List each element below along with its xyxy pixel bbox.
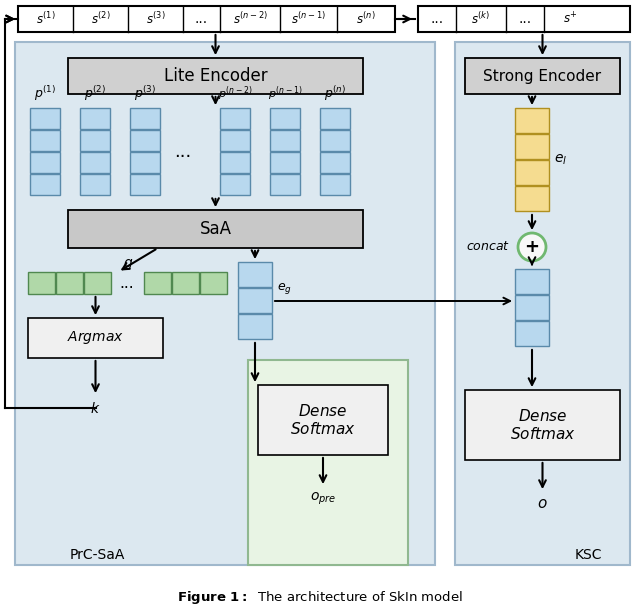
Text: $s^{+}$: $s^{+}$ xyxy=(563,11,577,26)
Text: $s^{(3)}$: $s^{(3)}$ xyxy=(146,11,165,27)
Bar xyxy=(515,186,549,211)
Bar xyxy=(130,174,160,195)
Text: KSC: KSC xyxy=(575,548,602,562)
Text: $p^{(n)}$: $p^{(n)}$ xyxy=(324,84,346,103)
Text: Strong Encoder: Strong Encoder xyxy=(483,69,602,84)
Text: $Argmax$: $Argmax$ xyxy=(67,330,124,346)
Bar xyxy=(56,272,83,294)
Bar xyxy=(68,210,363,248)
Text: ...: ... xyxy=(120,276,134,290)
Bar xyxy=(455,42,630,565)
Text: $p^{(3)}$: $p^{(3)}$ xyxy=(134,84,156,103)
Bar xyxy=(270,174,300,195)
Bar xyxy=(200,272,227,294)
Text: $k$: $k$ xyxy=(90,401,100,416)
Text: ...: ... xyxy=(195,12,208,26)
Bar xyxy=(220,130,250,151)
Bar xyxy=(144,272,171,294)
Bar xyxy=(238,262,272,287)
Bar xyxy=(515,295,549,320)
Bar xyxy=(238,314,272,339)
Bar xyxy=(515,134,549,159)
Text: $Dense$: $Dense$ xyxy=(518,408,567,424)
Text: $concat$: $concat$ xyxy=(466,241,510,254)
Bar xyxy=(238,288,272,313)
Text: $p^{(2)}$: $p^{(2)}$ xyxy=(84,84,106,103)
Bar xyxy=(320,152,350,173)
Bar xyxy=(248,360,408,565)
Bar xyxy=(220,108,250,129)
Bar xyxy=(515,321,549,346)
Bar xyxy=(320,174,350,195)
Text: $Softmax$: $Softmax$ xyxy=(509,426,575,442)
Text: $Dense$: $Dense$ xyxy=(298,403,348,419)
Bar xyxy=(258,385,388,455)
Bar xyxy=(515,160,549,185)
Text: $p^{(n-1)}$: $p^{(n-1)}$ xyxy=(268,84,302,103)
Bar xyxy=(30,130,60,151)
Bar xyxy=(80,152,110,173)
Text: PrC-SaA: PrC-SaA xyxy=(70,548,125,562)
Text: $s^{(n)}$: $s^{(n)}$ xyxy=(356,11,376,27)
Text: ...: ... xyxy=(431,12,444,26)
Text: $o_{pre}$: $o_{pre}$ xyxy=(310,491,336,507)
Bar xyxy=(320,108,350,129)
Text: $p^{(1)}$: $p^{(1)}$ xyxy=(34,84,56,103)
Text: $\bf{Figure\ 1:}$  The architecture of SkIn model: $\bf{Figure\ 1:}$ The architecture of Sk… xyxy=(177,589,463,607)
Bar xyxy=(130,130,160,151)
Text: $s^{(k)}$: $s^{(k)}$ xyxy=(472,11,491,27)
Bar xyxy=(30,108,60,129)
Text: $p^{(n-2)}$: $p^{(n-2)}$ xyxy=(218,84,252,103)
Text: +: + xyxy=(525,238,540,256)
Bar xyxy=(418,6,630,32)
Bar xyxy=(130,108,160,129)
Text: Lite Encoder: Lite Encoder xyxy=(164,67,268,85)
Bar xyxy=(68,58,363,94)
Text: $g$: $g$ xyxy=(123,257,133,273)
Bar xyxy=(80,174,110,195)
Text: $o$: $o$ xyxy=(537,496,548,511)
Bar xyxy=(515,269,549,294)
Bar xyxy=(84,272,111,294)
Bar xyxy=(28,318,163,358)
Bar xyxy=(220,174,250,195)
Text: $s^{(2)}$: $s^{(2)}$ xyxy=(91,11,110,27)
Text: ...: ... xyxy=(174,143,191,161)
Circle shape xyxy=(518,233,546,261)
Bar xyxy=(465,58,620,94)
Bar xyxy=(270,130,300,151)
Text: $s^{(n-2)}$: $s^{(n-2)}$ xyxy=(232,11,268,27)
Text: ...: ... xyxy=(518,12,532,26)
Bar xyxy=(465,390,620,460)
Bar xyxy=(320,130,350,151)
Text: $e_g$: $e_g$ xyxy=(277,281,292,295)
Bar xyxy=(30,152,60,173)
Bar xyxy=(28,272,55,294)
Text: $Softmax$: $Softmax$ xyxy=(290,421,356,437)
Bar xyxy=(15,42,435,565)
Text: $e_l$: $e_l$ xyxy=(554,153,567,167)
Bar xyxy=(30,174,60,195)
Bar xyxy=(80,130,110,151)
Bar xyxy=(18,6,395,32)
Bar xyxy=(270,108,300,129)
Text: $s^{(1)}$: $s^{(1)}$ xyxy=(36,11,55,27)
Bar xyxy=(80,108,110,129)
Bar xyxy=(172,272,199,294)
Text: $s^{(n-1)}$: $s^{(n-1)}$ xyxy=(291,11,326,27)
Bar xyxy=(270,152,300,173)
Bar xyxy=(515,108,549,133)
Text: SaA: SaA xyxy=(200,220,232,238)
Bar xyxy=(130,152,160,173)
Bar xyxy=(220,152,250,173)
